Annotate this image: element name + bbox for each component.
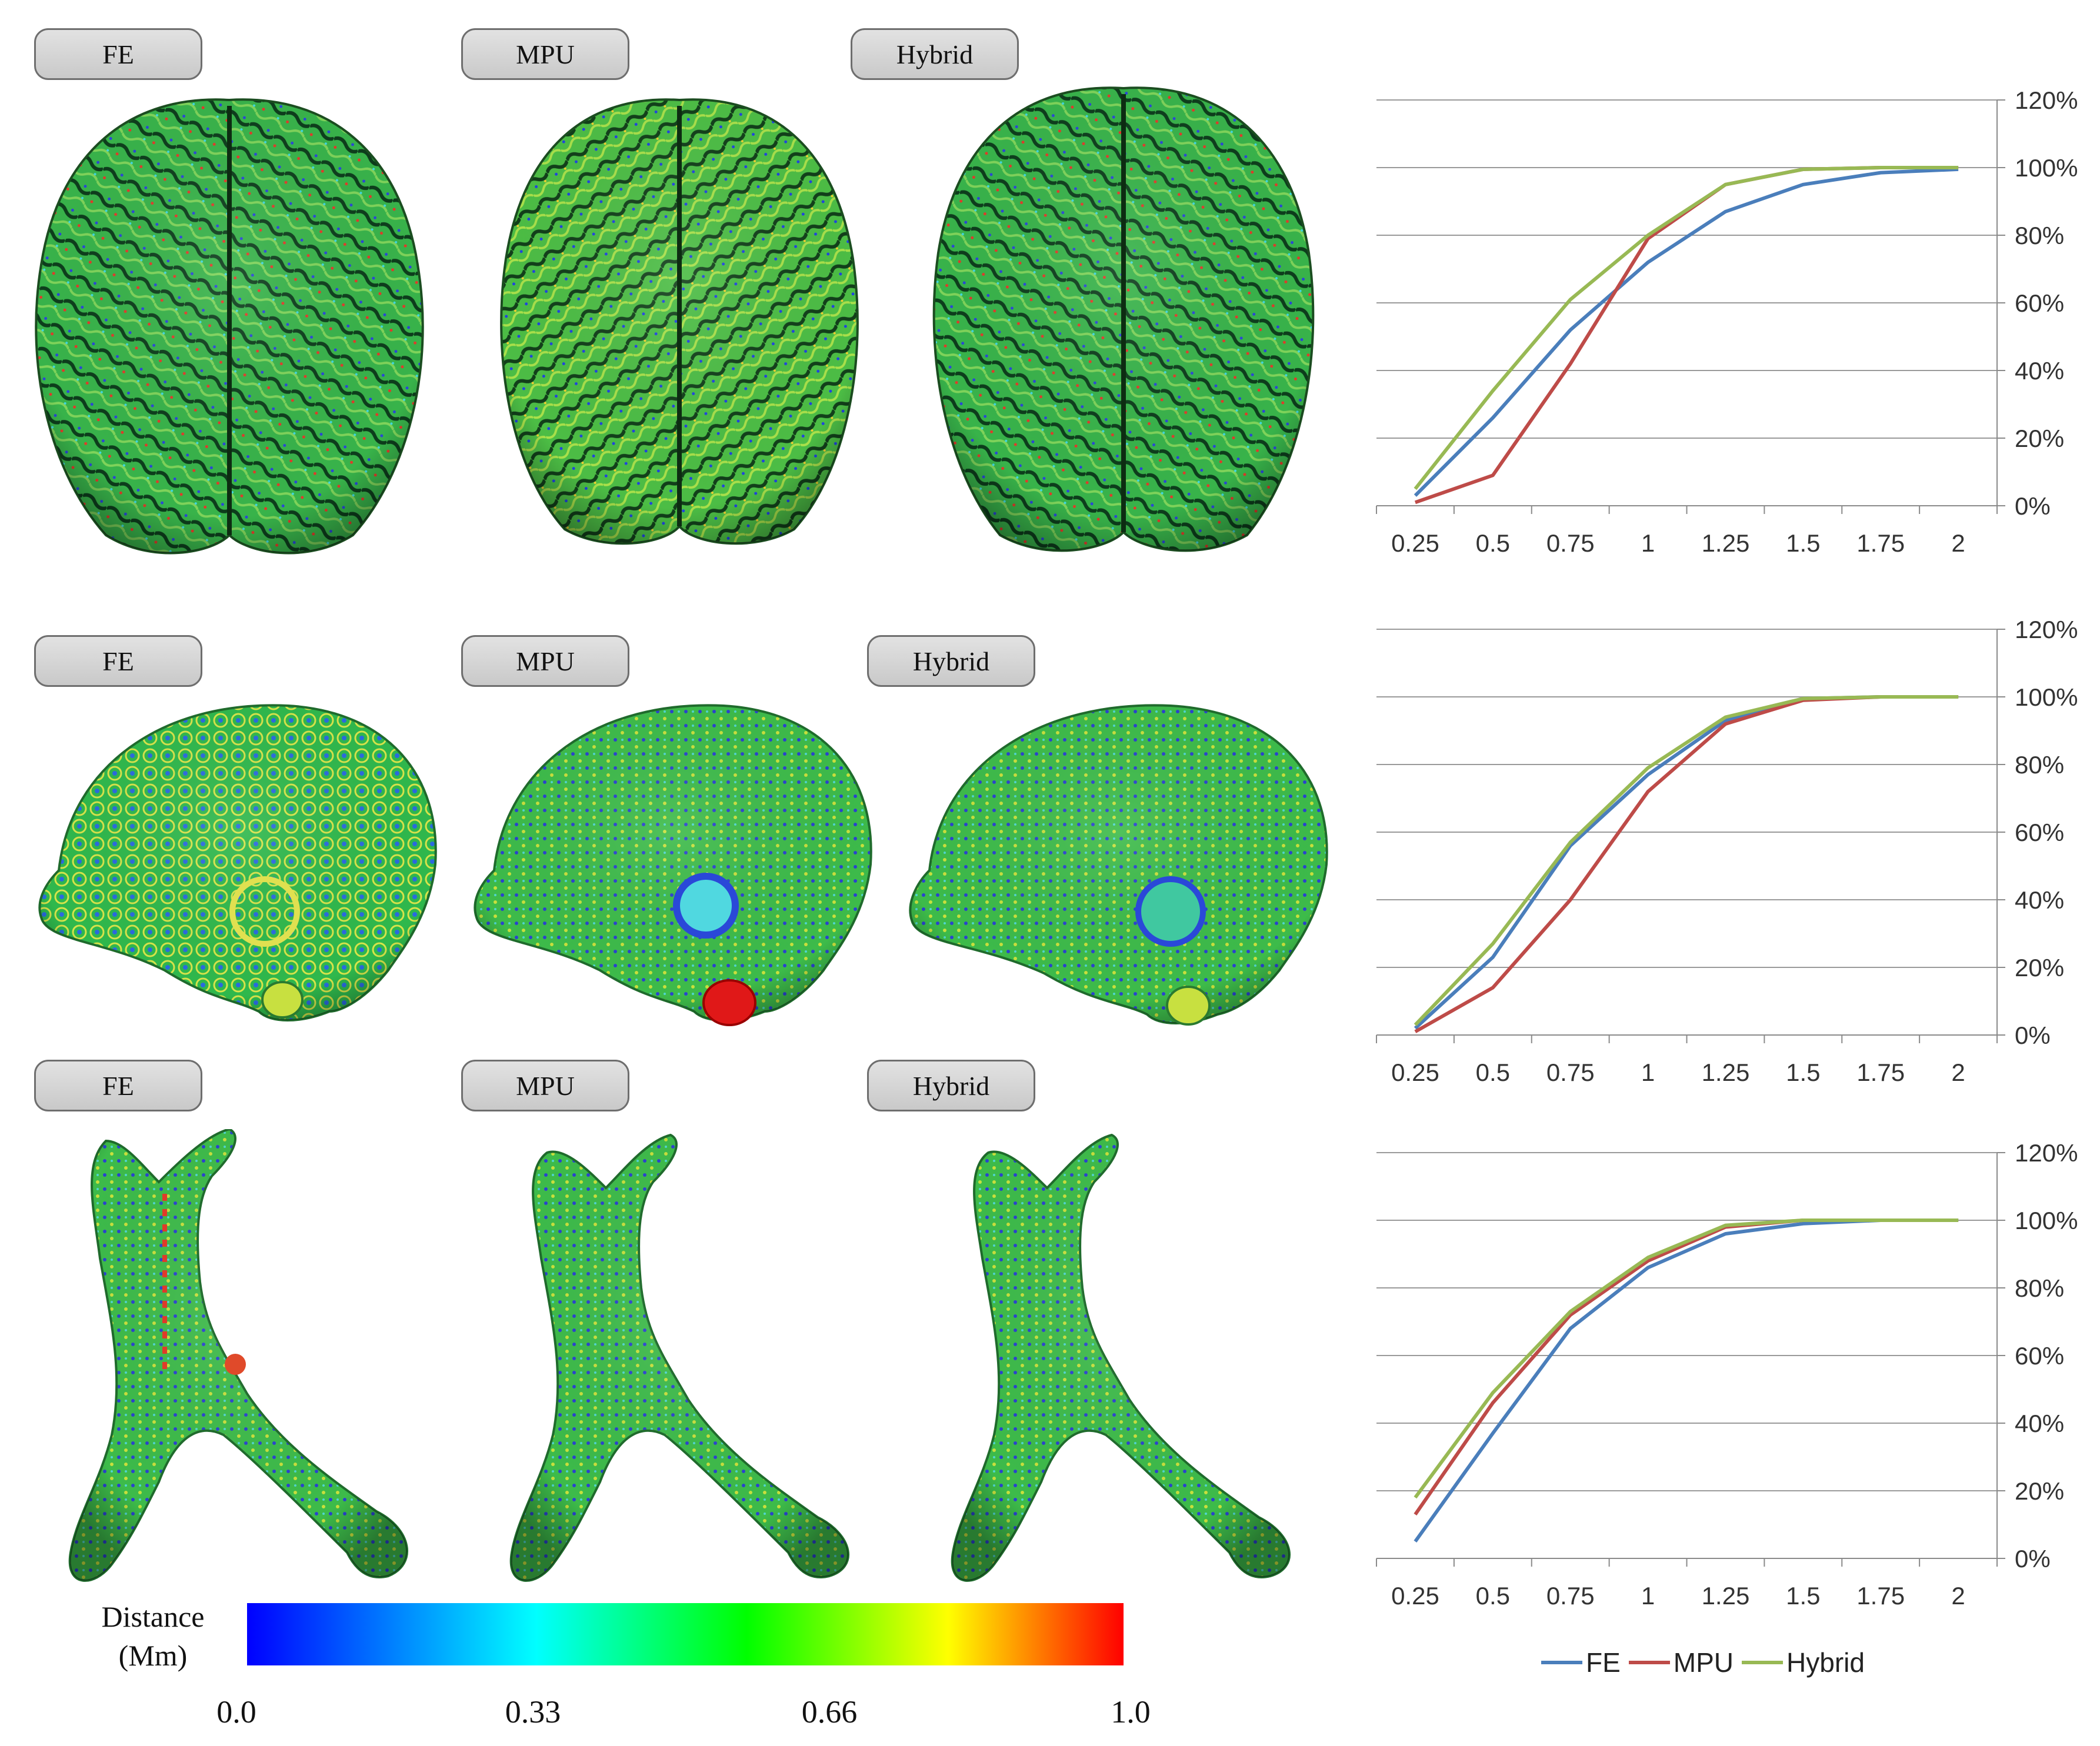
legend-item-fe: FE — [1541, 1647, 1621, 1678]
legend-swatch-fe — [1541, 1661, 1582, 1664]
y-tick-label: 60% — [2015, 289, 2064, 317]
colorbar-tick-2: 0.66 — [801, 1694, 858, 1730]
series-line-mpu — [1414, 166, 1959, 505]
brain-render-fe — [35, 98, 424, 555]
x-tick-label: 1.25 — [1702, 529, 1750, 557]
x-tick-label: 1.5 — [1786, 1059, 1820, 1086]
colorbar-gradient — [247, 1603, 1124, 1665]
skull-render-fe — [38, 704, 437, 1021]
legend-label-mpu: MPU — [1673, 1647, 1734, 1678]
x-tick-label: 0.75 — [1546, 1059, 1595, 1086]
x-tick-label: 1 — [1641, 1582, 1655, 1610]
y-tick-label: 40% — [2015, 357, 2064, 385]
x-tick-label: 2 — [1951, 1582, 1965, 1610]
y-tick-label: 100% — [2015, 1207, 2078, 1234]
x-tick-label: 0.25 — [1391, 529, 1439, 557]
ventricle-render-mpu — [509, 1133, 850, 1582]
y-tick-label: 20% — [2015, 1477, 2064, 1505]
series-line-hybrid — [1414, 695, 1959, 1026]
ventricle-render-fe — [68, 1129, 409, 1582]
y-tick-label: 20% — [2015, 425, 2064, 452]
x-tick-label: 0.25 — [1391, 1059, 1439, 1086]
colorbar-title: Distance (Mm) — [88, 1597, 218, 1675]
legend-label-fe: FE — [1586, 1647, 1621, 1678]
x-tick-label: 1.5 — [1786, 529, 1820, 557]
ventricle-render-hybrid — [951, 1133, 1291, 1582]
x-tick-label: 0.5 — [1476, 529, 1510, 557]
line-chart-ventricle: 0% 20% 40% 60% 80% 100% 120% 0.25 0.5 0.75 1 1.25 1.… — [1376, 1139, 2078, 1610]
label-fe-row3: FE — [34, 1060, 202, 1111]
x-tick-label: 1.5 — [1786, 1582, 1820, 1610]
x-tick-label: 0.75 — [1546, 529, 1595, 557]
x-tick-label: 0.5 — [1476, 1582, 1510, 1610]
skull-render-hybrid — [909, 704, 1328, 1026]
line-chart-skull: 0% 20% 40% 60% 80% 100% 120% 0.25 0.5 0.75 1 1.25 1.… — [1376, 616, 2078, 1086]
y-tick-label: 80% — [2015, 1274, 2064, 1302]
legend-swatch-mpu — [1628, 1661, 1670, 1664]
label-hybrid-row3: Hybrid — [867, 1060, 1035, 1111]
y-tick-label: 80% — [2015, 751, 2064, 779]
x-tick-label: 1.75 — [1856, 1582, 1905, 1610]
colorbar-title-line2: (Mm) — [118, 1639, 188, 1672]
x-tick-label: 1.75 — [1856, 1059, 1905, 1086]
series-line-mpu — [1414, 1218, 1959, 1516]
series-line-fe — [1414, 1218, 1959, 1543]
brain-render-hybrid — [932, 86, 1315, 552]
series-line-fe — [1414, 695, 1959, 1030]
line-chart-brain: 0% 20% 40% 60% 80% 100% 120% 0.25 0.5 0.75 1 1.25 1.… — [1376, 86, 2078, 557]
y-tick-label: 80% — [2015, 222, 2064, 249]
colorbar-tick-1: 0.33 — [505, 1694, 561, 1730]
chart-legend: FE MPU Hybrid — [1541, 1647, 1873, 1678]
series-line-fe — [1414, 167, 1959, 497]
x-tick-label: 0.25 — [1391, 1582, 1439, 1610]
legend-item-mpu: MPU — [1628, 1647, 1734, 1678]
y-tick-label: 120% — [2015, 616, 2078, 643]
y-tick-label: 40% — [2015, 1410, 2064, 1437]
y-tick-label: 100% — [2015, 154, 2078, 182]
colorbar-title-line1: Distance — [101, 1600, 205, 1633]
label-hybrid-row1: Hybrid — [851, 28, 1019, 80]
series-line-hybrid — [1414, 166, 1959, 490]
x-tick-label: 2 — [1951, 529, 1965, 557]
label-mpu-row3: MPU — [461, 1060, 629, 1111]
label-hybrid-row2: Hybrid — [867, 635, 1035, 687]
y-tick-label: 60% — [2015, 1342, 2064, 1370]
skull-render-mpu — [474, 704, 872, 1026]
x-tick-label: 1 — [1641, 529, 1655, 557]
x-tick-label: 1.25 — [1702, 1059, 1750, 1086]
y-tick-label: 100% — [2015, 683, 2078, 711]
legend-item-hybrid: Hybrid — [1742, 1647, 1865, 1678]
y-tick-label: 120% — [2015, 1139, 2078, 1167]
x-tick-label: 0.75 — [1546, 1582, 1595, 1610]
legend-swatch-hybrid — [1742, 1661, 1784, 1664]
y-tick-label: 0% — [2015, 492, 2051, 520]
y-tick-label: 40% — [2015, 886, 2064, 914]
y-tick-label: 60% — [2015, 819, 2064, 846]
x-tick-label: 0.5 — [1476, 1059, 1510, 1086]
label-mpu-row1: MPU — [461, 28, 629, 80]
colorbar-tick-3: 1.0 — [1111, 1694, 1151, 1730]
y-tick-label: 0% — [2015, 1021, 2051, 1049]
y-tick-label: 20% — [2015, 954, 2064, 982]
label-mpu-row2: MPU — [461, 635, 629, 687]
x-tick-label: 1 — [1641, 1059, 1655, 1086]
label-fe-row1: FE — [34, 28, 202, 80]
x-tick-label: 2 — [1951, 1059, 1965, 1086]
brain-render-mpu — [500, 98, 859, 545]
y-tick-label: 120% — [2015, 86, 2078, 114]
x-tick-label: 1.25 — [1702, 1582, 1750, 1610]
legend-label-hybrid: Hybrid — [1786, 1647, 1865, 1678]
colorbar-tick-0: 0.0 — [216, 1694, 256, 1730]
label-fe-row2: FE — [34, 635, 202, 687]
series-line-hybrid — [1414, 1218, 1959, 1499]
x-tick-label: 1.75 — [1856, 529, 1905, 557]
y-tick-label: 0% — [2015, 1545, 2051, 1573]
